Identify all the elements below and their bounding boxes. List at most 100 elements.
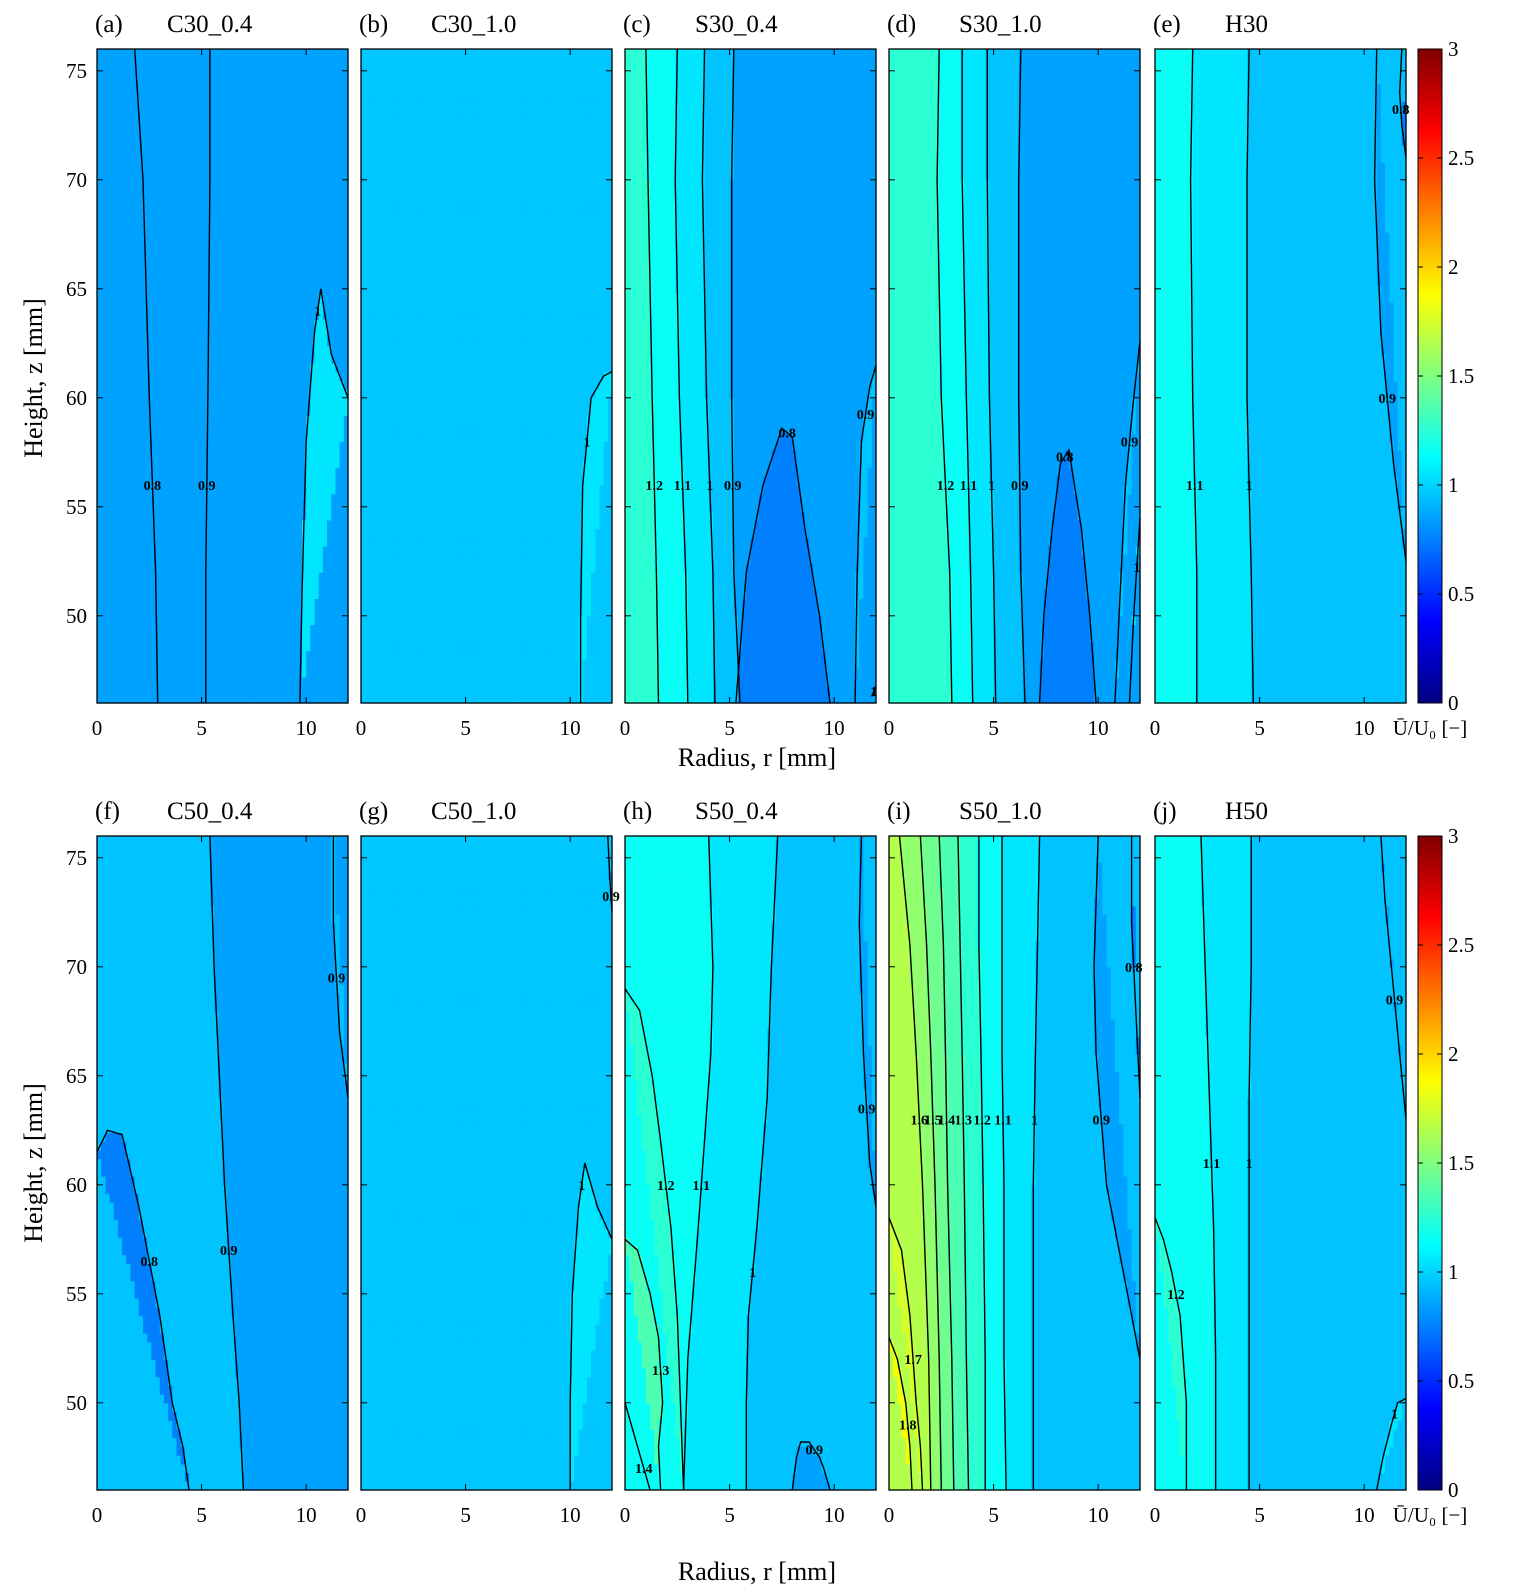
field-cell (264, 232, 269, 241)
field-cell (298, 642, 303, 651)
field-cell (260, 520, 265, 529)
field-cell (114, 616, 119, 625)
field-cell (130, 485, 135, 494)
field-cell (243, 293, 248, 302)
field-cell (302, 328, 307, 337)
field-cell (223, 119, 228, 128)
field-cell (126, 232, 131, 241)
field-cell (172, 189, 177, 198)
field-cell (302, 398, 307, 407)
field-cell (101, 424, 106, 433)
field-cell (197, 363, 202, 372)
field-cell (176, 258, 181, 267)
field-cell (126, 380, 131, 389)
field-cell (130, 433, 135, 442)
field-cell (139, 668, 144, 677)
field-cell (101, 441, 106, 450)
field-cell (147, 590, 152, 599)
field-cell (181, 110, 186, 119)
field-cell (118, 110, 123, 119)
field-cell (306, 529, 311, 538)
field-cell (176, 328, 181, 337)
field-cell (130, 424, 135, 433)
field-cell (118, 380, 123, 389)
field-cell (130, 476, 135, 485)
field-cell (256, 511, 261, 520)
field-cell (298, 328, 303, 337)
field-cell (156, 276, 161, 285)
field-cell (151, 677, 156, 686)
field-cell (160, 58, 165, 67)
field-cell (97, 520, 102, 529)
field-cell (147, 651, 152, 660)
field-cell (256, 520, 261, 529)
field-cell (122, 258, 127, 267)
field-cell (160, 659, 165, 668)
field-cell (185, 127, 190, 136)
field-cell (135, 162, 140, 171)
field-cell (118, 345, 123, 354)
field-cell (118, 328, 123, 337)
field-cell (181, 398, 186, 407)
field-cell (164, 189, 169, 198)
field-cell (210, 546, 215, 555)
field-cell (256, 276, 261, 285)
field-cell (239, 162, 244, 171)
field-cell (306, 337, 311, 346)
field-cell (168, 546, 173, 555)
field-cell (143, 694, 148, 703)
field-cell (231, 424, 236, 433)
field-cell (273, 328, 278, 337)
field-cell (168, 659, 173, 668)
field-cell (273, 319, 278, 328)
field-cell (252, 476, 257, 485)
field-cell (227, 119, 232, 128)
field-cell (227, 127, 232, 136)
field-cell (172, 441, 177, 450)
field-cell (248, 598, 253, 607)
field-cell (181, 84, 186, 93)
field-cell (273, 311, 278, 320)
field-cell (139, 494, 144, 503)
field-cell (189, 468, 194, 477)
field-cell (256, 625, 261, 634)
field-cell (189, 651, 194, 660)
field-cell (143, 380, 148, 389)
field-cell (189, 529, 194, 538)
field-cell (227, 189, 232, 198)
field-cell (126, 633, 131, 642)
field-cell (210, 319, 215, 328)
field-cell (126, 154, 131, 163)
field-cell (126, 616, 131, 625)
field-cell (151, 58, 156, 67)
field-cell (294, 546, 299, 555)
field-cell (202, 424, 207, 433)
field-cell (172, 127, 177, 136)
field-cell (185, 58, 190, 67)
field-cell (168, 363, 173, 372)
field-cell (181, 66, 186, 75)
field-cell (277, 433, 282, 442)
field-cell (156, 502, 161, 511)
field-cell (101, 380, 106, 389)
field-cell (110, 284, 115, 293)
field-cell (122, 485, 127, 494)
field-cell (223, 363, 228, 372)
field-cell (202, 189, 207, 198)
field-cell (239, 127, 244, 136)
field-cell (105, 337, 110, 346)
field-cell (248, 694, 253, 703)
field-cell (197, 284, 202, 293)
field-cell (126, 189, 131, 198)
field-cell (151, 215, 156, 224)
field-cell (239, 616, 244, 625)
field-cell (176, 345, 181, 354)
field-cell (130, 93, 135, 102)
field-cell (185, 668, 190, 677)
field-cell (248, 162, 253, 171)
field-cell (260, 127, 265, 136)
field-cell (139, 694, 144, 703)
field-cell (273, 337, 278, 346)
field-cell (193, 433, 198, 442)
field-cell (151, 424, 156, 433)
